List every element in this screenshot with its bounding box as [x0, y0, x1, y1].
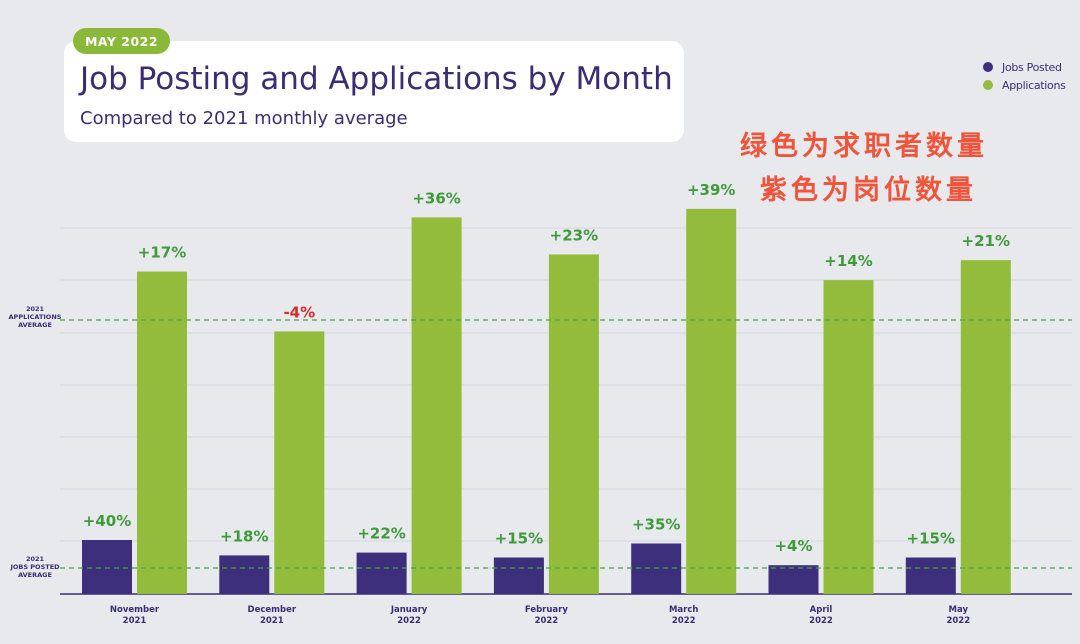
x-tick-label: April — [810, 605, 833, 615]
data-label-jobs-posted: +22% — [357, 525, 405, 543]
data-label-applications: +17% — [138, 244, 186, 262]
data-label-applications: +39% — [687, 181, 735, 199]
bar-applications — [548, 254, 599, 594]
data-label-jobs-posted: +15% — [907, 530, 955, 548]
legend-swatch-jobs-posted — [983, 62, 993, 72]
bar-jobs-posted — [219, 555, 270, 594]
legend-label-jobs-posted: Jobs Posted — [1002, 60, 1062, 74]
applications-average-label-line: AVERAGE — [18, 321, 52, 329]
bar-applications — [960, 260, 1011, 594]
x-tick-label: March — [669, 605, 698, 615]
x-tick-label: 2021 — [123, 616, 147, 626]
x-tick-label: November — [110, 605, 160, 615]
data-label-jobs-posted: +18% — [220, 527, 268, 545]
data-label-applications: +14% — [824, 252, 872, 270]
date-badge: MAY 2022 — [73, 28, 170, 54]
x-tick-label: February — [525, 605, 568, 615]
data-label-applications: +36% — [412, 189, 460, 207]
jobs-average-label-line: 2021 — [25, 555, 45, 563]
bar-applications — [823, 280, 874, 594]
bar-applications — [686, 208, 737, 594]
jobs-average-label: 2021 JOBS POSTED AVERAGE — [0, 555, 70, 579]
data-label-jobs-posted: +15% — [495, 530, 543, 548]
chart-subtitle: Compared to 2021 monthly average — [80, 108, 408, 129]
title-card — [64, 41, 684, 142]
legend-label-applications: Applications — [1002, 78, 1066, 92]
legend-item-applications: Applications — [983, 76, 1066, 94]
legend-swatch-applications — [983, 80, 993, 90]
bar-jobs-posted — [493, 557, 544, 594]
x-tick-label: 2022 — [535, 616, 559, 626]
bar-jobs-posted — [356, 552, 407, 594]
x-tick-label: December — [248, 605, 297, 615]
applications-average-label-line: 2021 — [25, 305, 45, 313]
bar-applications — [274, 331, 325, 594]
annotation-jobs-note: 紫色为岗位数量 — [760, 175, 977, 206]
annotation-applications-note: 绿色为求职者数量 — [740, 131, 988, 162]
chart-title: Job Posting and Applications by Month — [80, 61, 673, 97]
x-tick-label: 2022 — [397, 616, 421, 626]
jobs-average-label-line: JOBS POSTED — [10, 563, 60, 571]
x-tick-label: 2021 — [260, 616, 284, 626]
jobs-average-label-line: AVERAGE — [18, 571, 52, 579]
data-label-applications: +21% — [962, 232, 1010, 250]
data-label-jobs-posted: +35% — [632, 516, 680, 534]
x-tick-label: May — [949, 605, 969, 615]
bar-jobs-posted — [82, 540, 132, 594]
data-label-jobs-posted: +4% — [774, 537, 812, 555]
bar-jobs-posted — [768, 565, 819, 594]
bar-jobs-posted — [631, 543, 682, 594]
x-tick-label: 2022 — [672, 616, 696, 626]
x-tick-label: January — [390, 605, 428, 615]
legend-item-jobs-posted: Jobs Posted — [983, 58, 1066, 76]
data-label-applications: +23% — [550, 226, 598, 244]
legend: Jobs Posted Applications — [983, 58, 1066, 94]
data-label-jobs-posted: +40% — [83, 512, 131, 530]
bar-applications — [137, 271, 187, 594]
applications-average-label: 2021 APPLICATIONS AVERAGE — [0, 305, 70, 329]
bar-jobs-posted — [905, 557, 956, 594]
data-label-applications: -4% — [283, 303, 315, 321]
x-tick-label: 2022 — [809, 616, 833, 626]
applications-average-label-line: APPLICATIONS — [8, 313, 62, 321]
x-tick-label: 2022 — [946, 616, 970, 626]
bar-applications — [411, 217, 462, 594]
